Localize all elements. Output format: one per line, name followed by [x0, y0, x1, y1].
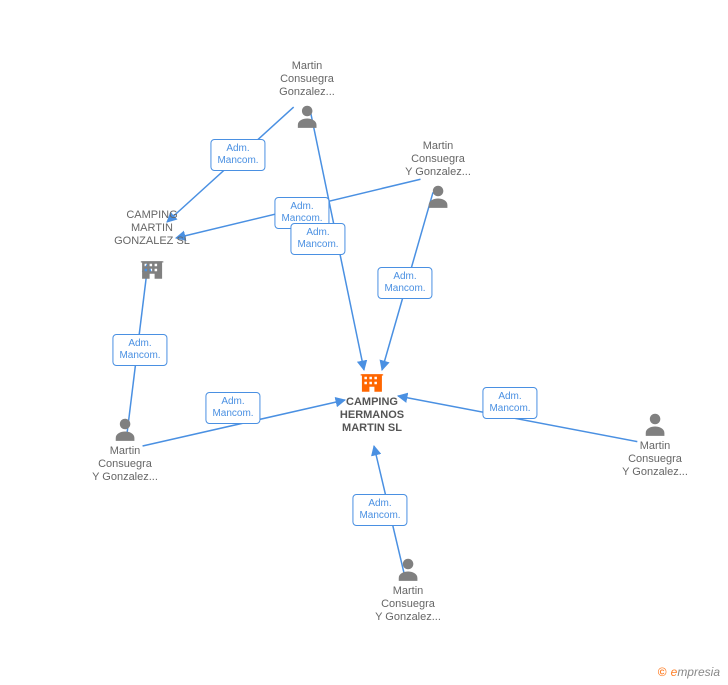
node-label: Martin Consuegra Y Gonzalez...: [92, 445, 158, 485]
node-label: Martin Consuegra Gonzalez...: [279, 60, 335, 100]
person-icon: [375, 555, 441, 583]
node-label: Martin Consuegra Y Gonzalez...: [375, 585, 441, 625]
person-icon: [92, 415, 158, 443]
building-icon: [114, 251, 190, 281]
edge-label: Adm. Mancom.: [290, 223, 345, 255]
node-label: CAMPING HERMANOS MARTIN SL: [340, 396, 404, 436]
person-node-topright[interactable]: Martin Consuegra Y Gonzalez...: [405, 140, 471, 210]
node-label: CAMPING MARTIN GONZALEZ SL: [114, 209, 190, 249]
person-node-top[interactable]: Martin Consuegra Gonzalez...: [279, 60, 335, 130]
person-node-left[interactable]: Martin Consuegra Y Gonzalez...: [92, 415, 158, 485]
person-node-bottom[interactable]: Martin Consuegra Y Gonzalez...: [375, 555, 441, 625]
edges-layer: [0, 0, 728, 685]
person-icon: [622, 410, 688, 438]
node-label: Martin Consuegra Y Gonzalez...: [622, 440, 688, 480]
edge-label: Adm. Mancom.: [205, 392, 260, 424]
edge-label: Adm. Mancom.: [112, 334, 167, 366]
edge-label: Adm. Mancom.: [352, 494, 407, 526]
edge-label: Adm. Mancom.: [210, 139, 265, 171]
edge-label: Adm. Mancom.: [482, 387, 537, 419]
person-icon: [405, 182, 471, 210]
building-icon: [340, 364, 404, 394]
watermark: ©empresia: [658, 665, 720, 679]
person-node-right[interactable]: Martin Consuegra Y Gonzalez...: [622, 410, 688, 480]
company-node-camping-martin-gonzalez[interactable]: CAMPING MARTIN GONZALEZ SL: [114, 209, 190, 281]
node-label: Martin Consuegra Y Gonzalez...: [405, 140, 471, 180]
edge-label: Adm. Mancom.: [377, 267, 432, 299]
person-icon: [279, 102, 335, 130]
company-node-camping-hermanos-martin[interactable]: CAMPING HERMANOS MARTIN SL: [340, 364, 404, 436]
copyright-icon: ©: [658, 665, 667, 679]
